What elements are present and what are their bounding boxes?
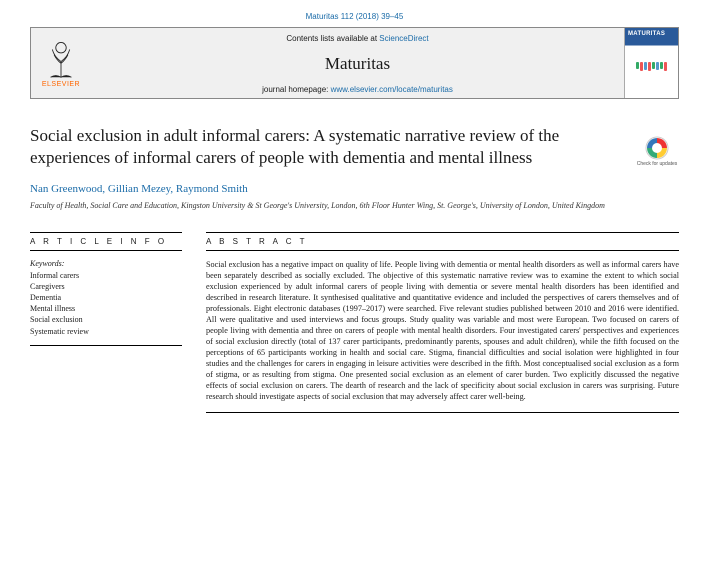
contents-line: Contents lists available at ScienceDirec… [286, 34, 428, 43]
elsevier-logo: ELSEVIER [31, 28, 91, 98]
citation-line: Maturitas 112 (2018) 39–45 [30, 12, 679, 21]
journal-name: Maturitas [325, 54, 390, 74]
article-info-head: A R T I C L E I N F O [30, 232, 182, 251]
homepage-prefix: journal homepage: [262, 85, 331, 94]
abstract-head: A B S T R A C T [206, 232, 679, 251]
sciencedirect-link[interactable]: ScienceDirect [379, 34, 428, 43]
banner-center: Contents lists available at ScienceDirec… [91, 28, 624, 98]
homepage-line: journal homepage: www.elsevier.com/locat… [262, 85, 453, 94]
keyword: Dementia [30, 292, 182, 303]
cover-title: MATURITAS [628, 31, 665, 37]
article-info-col: A R T I C L E I N F O Keywords: Informal… [30, 232, 182, 414]
abstract-col: A B S T R A C T Social exclusion has a n… [206, 232, 679, 414]
check-updates-badge[interactable]: Check for updates [635, 136, 679, 168]
journal-cover-thumb: MATURITAS [624, 28, 678, 98]
keywords-label: Keywords: [30, 259, 182, 268]
cover-art [625, 62, 678, 92]
contents-prefix: Contents lists available at [286, 34, 379, 43]
keyword: Informal carers [30, 270, 182, 281]
article-title: Social exclusion in adult informal carer… [30, 125, 679, 169]
abstract-block: Social exclusion has a negative impact o… [206, 259, 679, 414]
check-updates-label: Check for updates [635, 162, 679, 168]
elsevier-wordmark: ELSEVIER [42, 81, 80, 88]
keyword: Social exclusion [30, 314, 182, 325]
journal-banner: ELSEVIER Contents lists available at Sci… [30, 27, 679, 99]
author-list[interactable]: Nan Greenwood, Gillian Mezey, Raymond Sm… [30, 183, 679, 195]
keyword: Caregivers [30, 281, 182, 292]
keyword: Mental illness [30, 303, 182, 314]
crossmark-icon [645, 136, 669, 160]
keywords-block: Keywords: Informal carers Caregivers Dem… [30, 259, 182, 346]
homepage-link[interactable]: www.elsevier.com/locate/maturitas [331, 85, 453, 94]
keyword: Systematic review [30, 326, 182, 337]
elsevier-tree-icon [43, 39, 79, 79]
info-abstract-row: A R T I C L E I N F O Keywords: Informal… [30, 232, 679, 414]
affiliation: Faculty of Health, Social Care and Educa… [30, 201, 679, 211]
abstract-text: Social exclusion has a negative impact o… [206, 259, 679, 403]
